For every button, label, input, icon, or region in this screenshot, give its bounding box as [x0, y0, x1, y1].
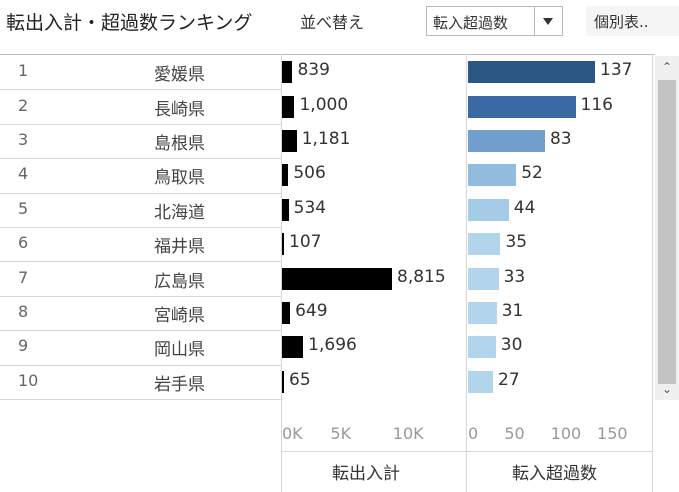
excess-bar[interactable]	[468, 267, 499, 290]
table-top-border	[0, 54, 655, 55]
rank-number: 1	[18, 61, 29, 81]
row-separator	[0, 192, 281, 194]
row-separator	[0, 123, 281, 125]
excess-value: 30	[500, 335, 523, 356]
chevron-down-icon	[543, 18, 553, 25]
rank-number: 7	[18, 267, 29, 287]
row-separator	[0, 295, 281, 297]
axis2-tick-label: 150	[597, 424, 628, 443]
prefecture-label: 長崎県	[154, 99, 205, 120]
vertical-scrollbar[interactable]: ⌃ ⌄	[655, 56, 679, 400]
row-separator	[0, 364, 281, 366]
column-divider-3	[652, 54, 653, 492]
row-separator	[0, 89, 281, 91]
row-separator	[0, 261, 281, 263]
axis1-tick-label: 0K	[282, 424, 303, 443]
dropdown-arrow-button[interactable]	[534, 7, 562, 35]
prefecture-label: 岡山県	[154, 340, 205, 361]
rank-number: 5	[18, 198, 29, 218]
excess-value: 44	[513, 197, 536, 218]
axis2-title: 転入超過数	[512, 464, 597, 484]
axis2-tick-label: 0	[468, 424, 479, 443]
transfer-total-value: 65	[289, 369, 311, 390]
transfer-total-value: 534	[293, 197, 327, 218]
excess-bar[interactable]	[468, 164, 517, 187]
transfer-total-bar[interactable]	[282, 233, 284, 256]
axis-divider	[281, 451, 652, 452]
excess-value: 35	[505, 232, 528, 253]
excess-bar[interactable]	[468, 302, 497, 324]
rank-number: 10	[18, 370, 39, 390]
excess-value: 116	[580, 94, 613, 115]
rank-number: 2	[18, 95, 29, 115]
scroll-down-icon[interactable]: ⌄	[662, 382, 673, 396]
excess-value: 52	[521, 163, 543, 184]
excess-bar[interactable]	[468, 370, 494, 393]
rank-number: 8	[18, 302, 29, 321]
axis1-title: 転出入計	[332, 464, 400, 484]
row-separator	[0, 158, 281, 160]
transfer-total-bar[interactable]	[282, 164, 289, 187]
transfer-total-bar[interactable]	[282, 302, 291, 324]
transfer-total-value: 1,181	[301, 129, 351, 149]
transfer-total-bar[interactable]	[282, 130, 297, 152]
page-title: 転出入計・超過数ランキング	[6, 12, 253, 34]
axis1-tick-label: 5K	[330, 424, 352, 443]
prefecture-label: 岩手県	[154, 374, 205, 395]
excess-bar[interactable]	[468, 61, 595, 84]
sort-dropdown-value: 転入超過数	[433, 14, 509, 32]
prefecture-label: 愛媛県	[154, 65, 205, 86]
excess-value: 31	[501, 301, 524, 321]
row-separator	[0, 330, 281, 332]
axis2-tick-label: 50	[504, 424, 525, 443]
prefecture-label: 福井県	[154, 237, 205, 258]
transfer-total-value: 1,000	[299, 94, 349, 115]
transfer-total-bar[interactable]	[282, 336, 304, 359]
rank-number: 4	[18, 164, 29, 184]
prefecture-label: 鳥取県	[154, 168, 205, 189]
excess-value: 83	[549, 129, 572, 149]
transfer-total-bar[interactable]	[282, 198, 289, 221]
rank-number: 6	[18, 233, 29, 253]
rank-number: 3	[18, 130, 29, 149]
excess-bar[interactable]	[468, 95, 576, 118]
row-separator	[0, 399, 281, 400]
prefecture-label: 島根県	[154, 134, 205, 154]
transfer-total-value: 1,696	[308, 335, 357, 356]
prefecture-label: 宮崎県	[154, 306, 205, 326]
scroll-up-icon[interactable]: ⌃	[662, 60, 673, 74]
transfer-total-value: 107	[289, 232, 322, 253]
detail-table-label: 個別表..	[594, 13, 649, 31]
transfer-total-bar[interactable]	[282, 267, 392, 290]
transfer-total-bar[interactable]	[282, 61, 293, 84]
excess-value: 137	[600, 60, 633, 81]
scrollbar-thumb[interactable]	[658, 80, 676, 384]
excess-bar[interactable]	[468, 336, 496, 359]
transfer-total-value: 839	[297, 60, 330, 81]
axis1-tick-label: 10K	[392, 424, 424, 443]
transfer-total-bar[interactable]	[282, 370, 284, 393]
sort-dropdown[interactable]: 転入超過数	[426, 6, 563, 36]
column-divider-1	[281, 54, 282, 492]
detail-table-button[interactable]: 個別表..	[586, 6, 679, 36]
prefecture-label: 北海道	[154, 202, 205, 223]
axis2-tick-label: 100	[550, 424, 582, 443]
rank-number: 9	[18, 336, 29, 356]
excess-value: 27	[498, 369, 520, 390]
transfer-total-value: 506	[293, 163, 326, 184]
transfer-total-value: 8,815	[397, 266, 446, 287]
transfer-total-bar[interactable]	[282, 95, 295, 118]
excess-bar[interactable]	[468, 130, 545, 152]
excess-bar[interactable]	[468, 198, 509, 221]
prefecture-label: 広島県	[154, 271, 205, 292]
sort-label: 並べ替え	[300, 13, 365, 32]
row-separator	[0, 227, 281, 228]
column-divider-2	[466, 54, 467, 492]
excess-bar[interactable]	[468, 233, 501, 256]
excess-value: 33	[503, 266, 526, 287]
transfer-total-value: 649	[295, 301, 328, 321]
